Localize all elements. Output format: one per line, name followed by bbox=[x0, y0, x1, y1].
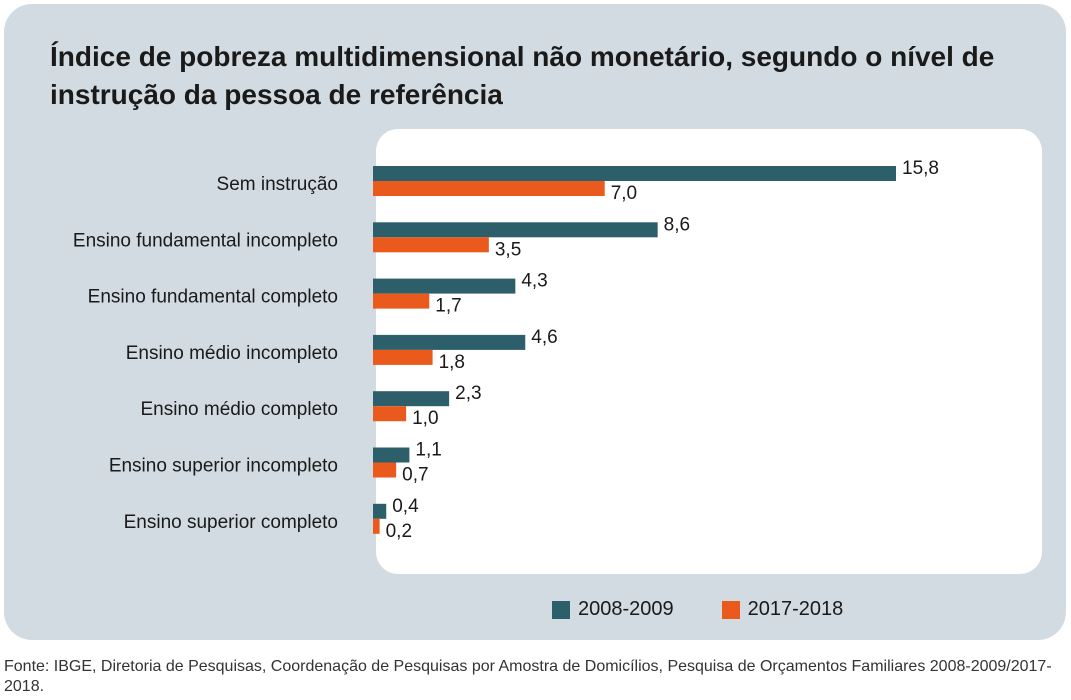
value-label-2017-2018-ensino-fundamental-completo: 1,7 bbox=[435, 296, 461, 317]
plot-area bbox=[376, 129, 1042, 574]
value-label-2017-2018-ensino-medio-incompleto: 1,8 bbox=[439, 352, 465, 373]
bar-2017-2018-ensino-fundamental-incompleto bbox=[373, 237, 489, 253]
value-label-2008-2009-sem-instrucao: 15,8 bbox=[902, 158, 939, 179]
value-label-2008-2009-ensino-medio-completo: 2,3 bbox=[455, 383, 481, 404]
value-label-2008-2009-ensino-medio-incompleto: 4,6 bbox=[531, 327, 557, 348]
value-label-2017-2018-ensino-medio-completo: 1,0 bbox=[412, 408, 438, 429]
value-label-2008-2009-ensino-superior-completo: 0,4 bbox=[392, 496, 419, 517]
source-note: Fonte: IBGE, Diretoria de Pesquisas, Coo… bbox=[4, 658, 1052, 695]
category-label-ensino-medio-incompleto: Ensino médio incompleto bbox=[126, 343, 338, 364]
category-label-ensino-superior-incompleto: Ensino superior incompleto bbox=[109, 456, 338, 477]
bar-2008-2009-ensino-fundamental-completo bbox=[373, 278, 516, 294]
category-label-ensino-medio-completo: Ensino médio completo bbox=[141, 399, 339, 420]
category-label-ensino-superior-completo: Ensino superior completo bbox=[124, 512, 338, 533]
bar-2008-2009-ensino-superior-incompleto bbox=[373, 447, 410, 463]
bar-2008-2009-ensino-fundamental-incompleto bbox=[373, 222, 658, 238]
category-label-ensino-fundamental-completo: Ensino fundamental completo bbox=[88, 287, 338, 308]
bar-2017-2018-ensino-medio-incompleto bbox=[373, 349, 433, 365]
value-label-2008-2009-ensino-superior-incompleto: 1,1 bbox=[415, 440, 441, 461]
bar-2017-2018-ensino-superior-completo bbox=[373, 518, 380, 534]
bar-2008-2009-ensino-medio-completo bbox=[373, 391, 450, 407]
value-label-2017-2018-ensino-superior-completo: 0,2 bbox=[386, 521, 412, 542]
value-label-2017-2018-ensino-superior-incompleto: 0,7 bbox=[402, 465, 428, 486]
chart-title: Índice de pobreza multidimensional não m… bbox=[50, 41, 995, 110]
legend-swatch-2008-2009 bbox=[552, 600, 570, 619]
bar-2008-2009-ensino-superior-completo bbox=[373, 503, 387, 519]
legend: 2008-2009 2017-2018 bbox=[552, 598, 891, 621]
legend-item-2008-2009: 2008-2009 bbox=[552, 598, 674, 621]
value-label-2008-2009-ensino-fundamental-completo: 4,3 bbox=[521, 271, 547, 292]
value-label-2008-2009-ensino-fundamental-incompleto: 8,6 bbox=[664, 214, 690, 235]
legend-label-2008-2009: 2008-2009 bbox=[578, 598, 674, 620]
bar-2017-2018-ensino-superior-incompleto bbox=[373, 462, 397, 478]
legend-swatch-2017-2018 bbox=[721, 600, 740, 619]
bar-2008-2009-ensino-medio-incompleto bbox=[373, 334, 526, 350]
legend-item-2017-2018: 2017-2018 bbox=[721, 598, 844, 621]
category-label-ensino-fundamental-incompleto: Ensino fundamental incompleto bbox=[73, 230, 338, 251]
value-label-2017-2018-sem-instrucao: 7,0 bbox=[611, 183, 637, 204]
chart-card: Índice de pobreza multidimensional não m… bbox=[4, 4, 1066, 640]
bar-2008-2009-sem-instrucao bbox=[373, 166, 896, 181]
category-label-sem-instrucao: Sem instrução bbox=[217, 174, 338, 195]
bar-2017-2018-ensino-fundamental-completo bbox=[373, 293, 430, 309]
value-label-2017-2018-ensino-fundamental-incompleto: 3,5 bbox=[495, 239, 521, 260]
legend-label-2017-2018: 2017-2018 bbox=[747, 598, 844, 620]
bar-2017-2018-sem-instrucao bbox=[373, 181, 605, 196]
bar-2017-2018-ensino-medio-completo bbox=[373, 406, 407, 422]
